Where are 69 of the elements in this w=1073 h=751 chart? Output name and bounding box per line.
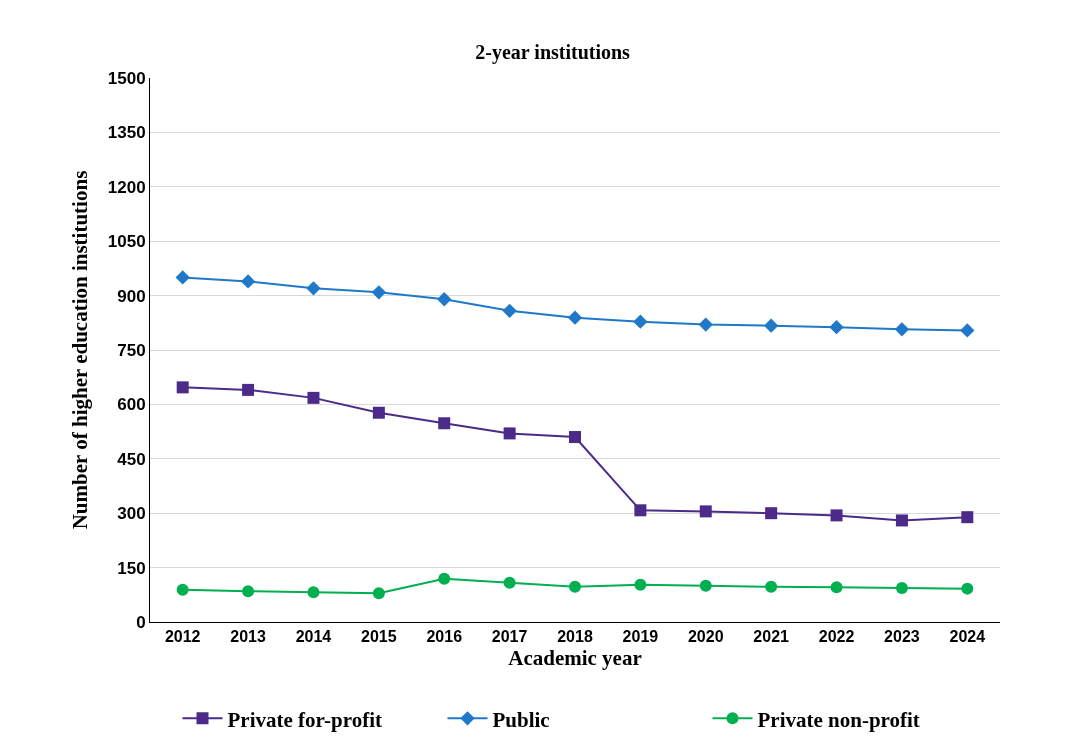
point xyxy=(438,572,451,585)
point xyxy=(765,507,778,520)
x-tick-label: 2021 xyxy=(753,628,790,646)
x-tick-label: 2022 xyxy=(818,628,855,646)
x-axis-title: Academic year xyxy=(508,646,642,671)
point xyxy=(699,505,712,518)
y-tick-label: 900 xyxy=(117,286,146,306)
point xyxy=(371,285,386,300)
point xyxy=(895,514,908,527)
y-tick-label: 300 xyxy=(117,504,146,524)
y-tick-label: 1050 xyxy=(107,232,146,252)
point xyxy=(372,587,385,600)
x-tick-label: 2019 xyxy=(622,628,659,646)
point xyxy=(437,292,452,307)
point xyxy=(894,322,910,337)
x-tick-label: 2012 xyxy=(164,628,201,646)
point xyxy=(961,582,974,595)
x-tick-label: 2015 xyxy=(361,628,397,646)
point xyxy=(569,580,581,593)
point xyxy=(830,581,843,594)
point xyxy=(175,270,190,285)
point xyxy=(242,383,255,396)
x-tick-label: 2017 xyxy=(491,628,528,646)
point xyxy=(634,578,647,591)
point xyxy=(502,303,517,318)
x-tick-label: 2014 xyxy=(295,628,332,646)
point xyxy=(764,318,779,333)
y-tick-label: 150 xyxy=(117,558,146,578)
point xyxy=(307,391,320,404)
y-tick-label: 1200 xyxy=(107,177,146,197)
legend-label: Private non-profit xyxy=(757,707,920,732)
point xyxy=(372,406,385,419)
point xyxy=(176,381,189,394)
point xyxy=(567,310,583,325)
point xyxy=(634,504,647,517)
point xyxy=(240,274,256,289)
point xyxy=(503,576,516,589)
point xyxy=(633,314,648,329)
point xyxy=(307,586,320,599)
point xyxy=(242,585,255,598)
y-tick-label: 600 xyxy=(117,395,146,415)
x-tick-label: 2020 xyxy=(687,628,724,646)
point xyxy=(569,431,581,444)
point xyxy=(699,579,712,592)
x-tick-label: 2024 xyxy=(949,628,986,646)
point xyxy=(503,427,516,440)
point xyxy=(698,317,713,332)
legend-label: Public xyxy=(492,707,550,732)
chart-title: 2-year institutions xyxy=(475,41,631,65)
point xyxy=(176,583,189,596)
x-tick-label: 2016 xyxy=(426,628,463,646)
x-tick-label: 2018 xyxy=(557,628,593,646)
legend-label: Private for-profit xyxy=(227,707,383,732)
y-axis-title: Number of higher education institutions xyxy=(67,170,92,530)
y-tick-label: 750 xyxy=(117,340,146,360)
y-tick-label: 1500 xyxy=(107,68,146,88)
point xyxy=(438,417,451,430)
x-tick-label: 2013 xyxy=(230,628,266,646)
point xyxy=(961,511,974,524)
point xyxy=(306,281,321,296)
point xyxy=(765,580,778,593)
x-tick-label: 2023 xyxy=(884,628,920,646)
y-tick-label: 450 xyxy=(117,449,146,469)
point xyxy=(960,323,975,338)
y-tick-label: 0 xyxy=(136,612,146,632)
point xyxy=(895,581,908,594)
point xyxy=(829,320,844,335)
point xyxy=(830,509,843,522)
y-tick-label: 1350 xyxy=(107,123,146,143)
